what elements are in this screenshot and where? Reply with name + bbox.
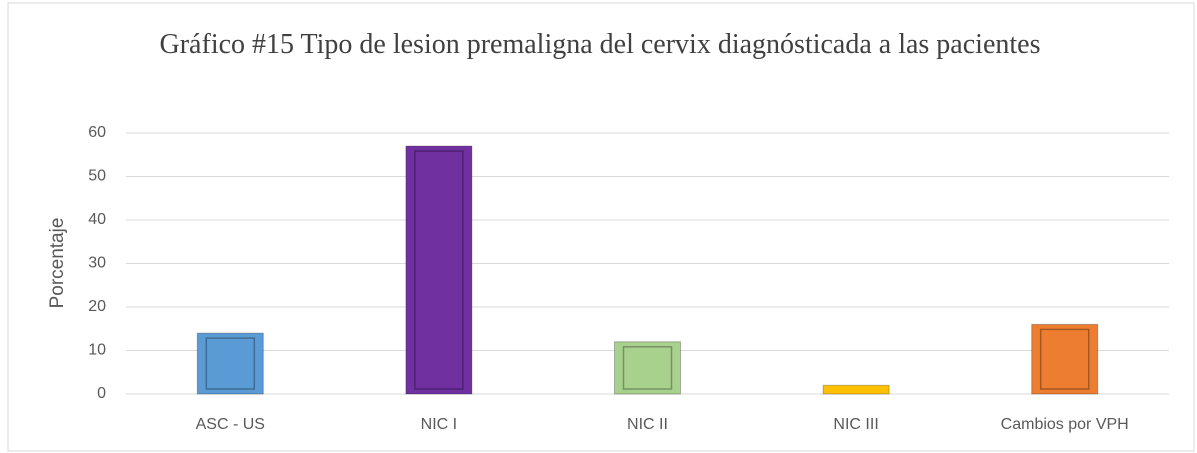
y-tick-label: 0: [97, 385, 106, 402]
chart-title: Gráfico #15 Tipo de lesion premaligna de…: [159, 29, 1041, 60]
x-tick-label: NIC III: [833, 416, 878, 433]
bar: [196, 332, 264, 395]
bar-bevel: [622, 346, 673, 390]
bar: [405, 145, 473, 395]
x-tick-label: ASC - US: [196, 416, 265, 433]
y-tick-label: 60: [88, 124, 106, 141]
bar: [614, 341, 681, 395]
y-tick-label: 40: [88, 211, 106, 228]
chart-border: [7, 2, 1195, 452]
bar-bevel: [414, 150, 464, 390]
x-tick-label: Cambios por VPH: [1001, 416, 1129, 433]
y-axis-label: Porcentaje: [47, 218, 68, 309]
y-tick-label: 20: [88, 298, 106, 315]
y-tick-label: 30: [88, 255, 106, 272]
x-tick-label: NIC I: [421, 416, 457, 433]
x-tick-label: NIC II: [627, 416, 668, 433]
y-tick-label: 10: [88, 342, 106, 359]
bar-bevel: [1039, 328, 1090, 390]
bar: [1031, 323, 1099, 395]
bar: [822, 384, 890, 395]
bar-bevel: [205, 337, 256, 390]
y-tick-label: 50: [88, 168, 106, 185]
